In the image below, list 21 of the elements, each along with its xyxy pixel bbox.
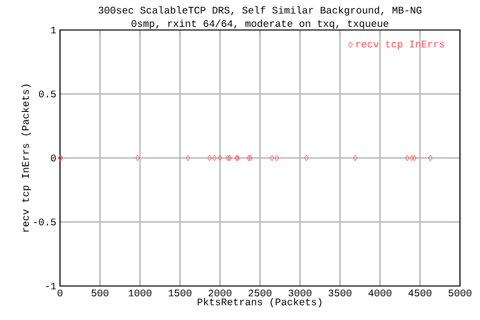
chart-title: 300sec ScalableTCP DRS, Self Similar Background, MB-NG: [98, 6, 422, 16]
legend-label: recv tcp InErrs: [356, 40, 444, 50]
y-tick-label: 0: [51, 154, 56, 162]
x-tick-label: 0: [58, 290, 62, 296]
x-tick-label: 3500: [328, 290, 352, 296]
x-axis-title: PktsRetrans (Packets): [198, 298, 322, 308]
x-tick-label: 1500: [168, 290, 192, 296]
x-tick-label: 2000: [208, 290, 232, 296]
x-tick-label: 4500: [408, 290, 432, 296]
y-tick-label: 1: [51, 26, 56, 34]
chart-subtitle: 0smp, rxint 64/64, moderate on txq, txqueue: [132, 20, 388, 29]
x-tick-label: 5000: [448, 290, 472, 296]
x-tick-label: 1000: [128, 290, 152, 296]
x-tick-label: 3000: [288, 290, 312, 296]
x-tick-label: 500: [92, 290, 108, 296]
y-tick-label: -1: [46, 282, 56, 290]
x-tick-label: 4000: [368, 290, 392, 296]
y-tick-label: 0.5: [39, 90, 56, 98]
x-tick-label: 2500: [248, 290, 272, 296]
y-axis-title: recv tcp InErrs (Packets): [21, 84, 31, 232]
y-tick-label: -0.5: [34, 218, 56, 226]
